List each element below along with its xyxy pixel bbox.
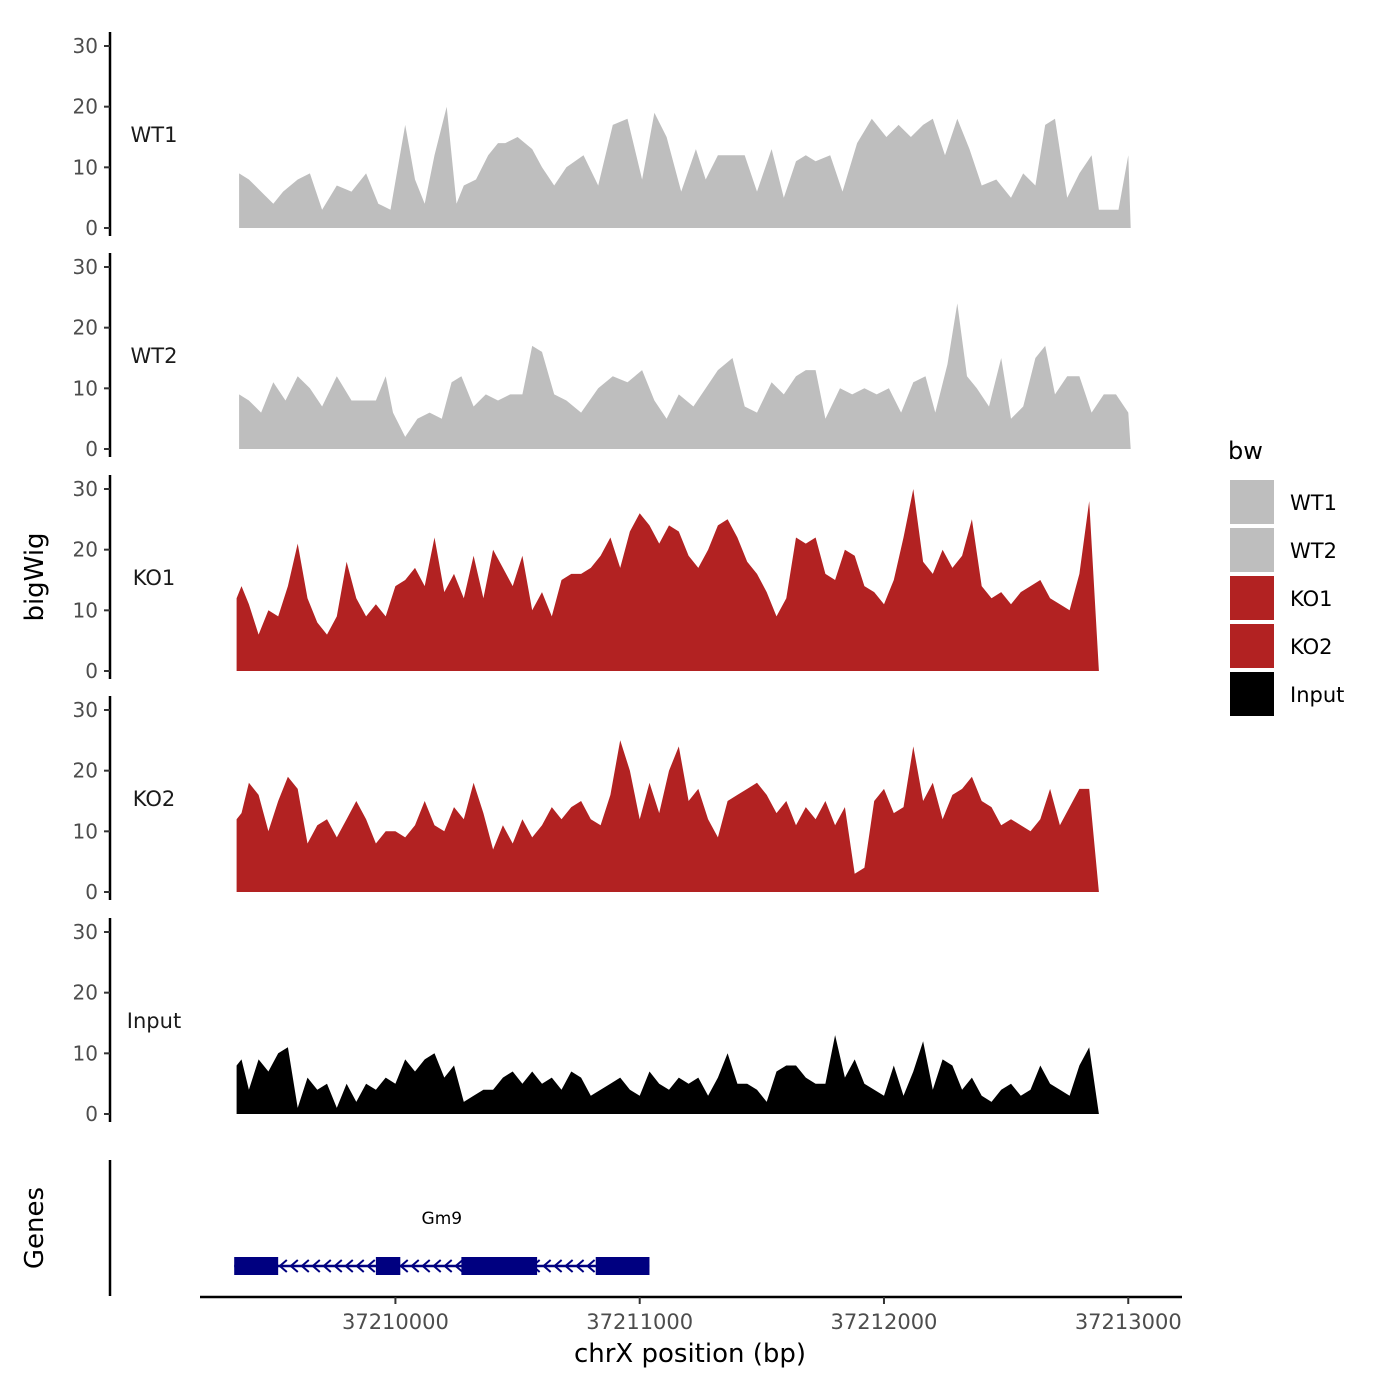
legend-swatch-input [1230, 672, 1274, 716]
strand-arrow [322, 1259, 332, 1273]
legend-label-wt1: WT1 [1290, 491, 1337, 515]
strand-arrow [564, 1259, 574, 1273]
legend-swatch-wt2 [1230, 528, 1274, 572]
gene-model: Gm9 [234, 1209, 650, 1275]
x-tick-label: 37213000 [1075, 1310, 1182, 1334]
strand-arrow [355, 1259, 365, 1273]
tracks-layer: 0 10 20 30 WT1 0 10 20 30 WT2 0 10 20 30 KO1 0 10 20 30 KO2… [73, 32, 1134, 1126]
gene-exon [375, 1257, 401, 1275]
legend-label-input: Input [1290, 683, 1344, 707]
track-ko2: 0 10 20 30 KO2 [73, 696, 1134, 904]
legend-swatch-ko2 [1230, 624, 1274, 668]
legend: bw WT1 WT2 KO1 KO2 Input [1228, 437, 1344, 716]
legend-swatch-wt1 [1230, 480, 1274, 524]
y-tick-label: 20 [73, 538, 98, 562]
x-tick-label: 37212000 [831, 1310, 938, 1334]
strand-arrow [553, 1259, 563, 1273]
legend-label-ko1: KO1 [1290, 587, 1333, 611]
y-tick-label: 30 [73, 477, 98, 501]
signal-area-input [236, 1035, 1134, 1114]
signal-area-ko1 [236, 489, 1134, 671]
gene-exon [595, 1257, 650, 1275]
strand-arrow [410, 1259, 420, 1273]
strand-arrow [344, 1259, 354, 1273]
y-tick-label: 10 [73, 598, 98, 622]
strand-arrow [399, 1259, 409, 1273]
y-tick-label: 20 [73, 981, 98, 1005]
y-tick-label: 0 [85, 659, 98, 683]
strand-arrow [289, 1259, 299, 1273]
x-axis-title: chrX position (bp) [574, 1339, 806, 1369]
genes-axis-title: Genes [20, 1187, 50, 1269]
y-tick-label: 10 [73, 376, 98, 400]
y-axis-title: bigWig [20, 532, 50, 621]
track-ko1: 0 10 20 30 KO1 [73, 475, 1134, 683]
track-label: KO1 [133, 566, 176, 590]
track-label: Input [127, 1009, 181, 1033]
strand-arrow [333, 1259, 343, 1273]
y-tick-label: 20 [73, 316, 98, 340]
gene-label: Gm9 [422, 1209, 463, 1229]
y-tick-label: 10 [73, 155, 98, 179]
track-label: KO2 [133, 787, 176, 811]
strand-arrow [278, 1259, 288, 1273]
signal-area-wt1 [239, 106, 1131, 228]
genes-layer: Gm9 [108, 1160, 650, 1296]
y-tick-label: 0 [85, 216, 98, 240]
legend-label-ko2: KO2 [1290, 635, 1333, 659]
track-label: WT1 [131, 123, 178, 147]
strand-arrow [542, 1259, 552, 1273]
x-tick-label: 37211000 [586, 1310, 693, 1334]
signal-area-wt2 [239, 303, 1131, 449]
track-wt2: 0 10 20 30 WT2 [73, 253, 1131, 461]
x-tick-label: 37210000 [342, 1310, 449, 1334]
strand-arrow [575, 1259, 585, 1273]
strand-arrow [366, 1259, 376, 1273]
y-tick-label: 30 [73, 255, 98, 279]
strand-arrow [311, 1259, 321, 1273]
y-tick-label: 10 [73, 819, 98, 843]
legend-label-wt2: WT2 [1290, 539, 1337, 563]
strand-arrow [454, 1259, 464, 1273]
track-input: 0 10 20 30 Input [73, 918, 1134, 1126]
gene-exon [461, 1257, 538, 1275]
x-axis: 37210000 37211000 37212000 37213000 [200, 1295, 1182, 1334]
y-tick-label: 0 [85, 437, 98, 461]
strand-arrow [443, 1259, 453, 1273]
y-tick-label: 30 [73, 920, 98, 944]
strand-arrow [421, 1259, 431, 1273]
y-tick-label: 20 [73, 759, 98, 783]
y-tick-label: 0 [85, 880, 98, 904]
strand-arrow [432, 1259, 442, 1273]
gene-exon [234, 1257, 279, 1275]
y-tick-label: 20 [73, 95, 98, 119]
y-tick-label: 0 [85, 1102, 98, 1126]
y-tick-label: 10 [73, 1041, 98, 1065]
y-tick-label: 30 [73, 698, 98, 722]
legend-swatch-ko1 [1230, 576, 1274, 620]
strand-arrow [300, 1259, 310, 1273]
y-tick-label: 30 [73, 34, 98, 58]
signal-area-ko2 [236, 740, 1134, 892]
track-wt1: 0 10 20 30 WT1 [73, 32, 1131, 240]
legend-title: bw [1228, 437, 1263, 465]
strand-arrow [586, 1259, 596, 1273]
track-label: WT2 [131, 344, 178, 368]
